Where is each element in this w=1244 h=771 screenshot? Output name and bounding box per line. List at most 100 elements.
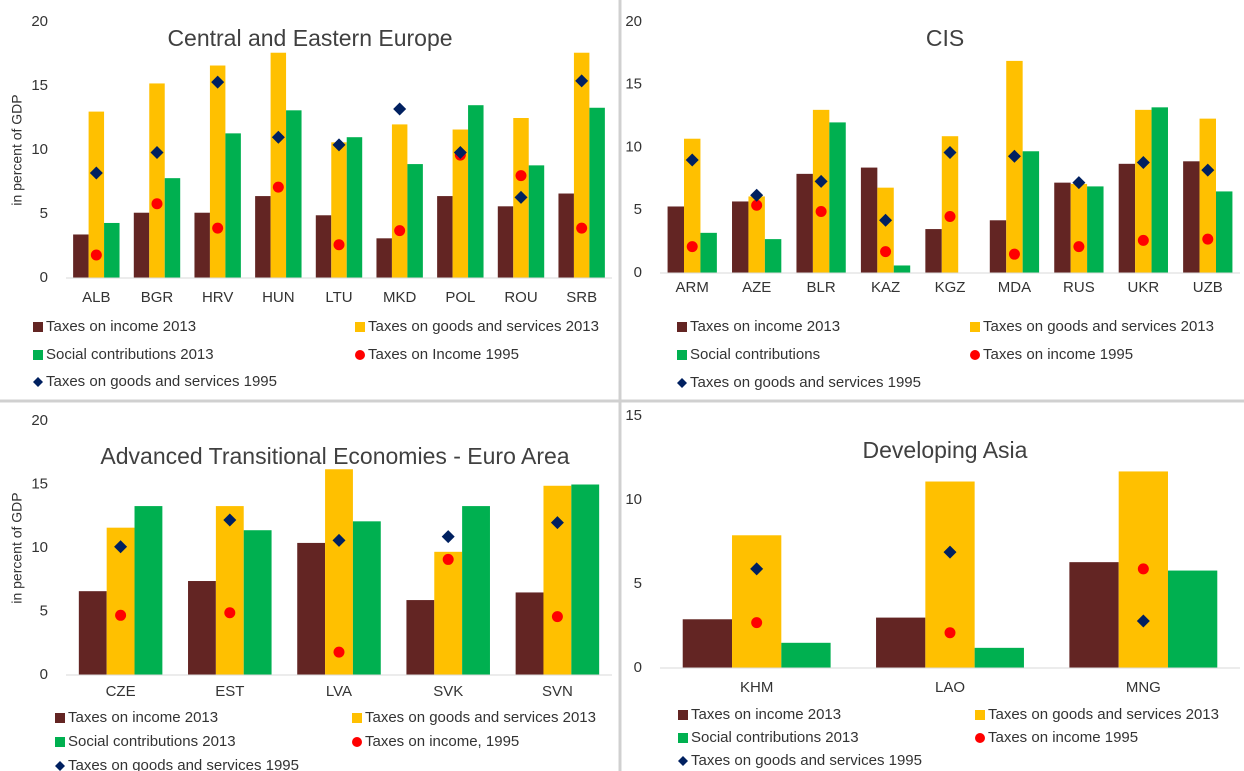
bar	[860, 167, 878, 273]
x-tick-label: AZE	[742, 279, 771, 296]
bar	[732, 535, 782, 668]
dot-marker	[90, 249, 102, 261]
bar	[1151, 107, 1168, 273]
x-tick-label: MDA	[998, 279, 1031, 296]
diamond-marker	[685, 153, 699, 167]
bar	[188, 581, 216, 675]
bar	[286, 110, 302, 278]
x-tick-label: ROU	[504, 289, 537, 306]
bar	[452, 129, 469, 278]
y-tick-label: 10	[625, 491, 642, 508]
x-tick-label: CZE	[106, 683, 136, 700]
legend-label: Taxes on income 2013	[46, 318, 196, 335]
legend-swatch	[970, 350, 980, 360]
dot-marker	[751, 617, 763, 629]
diamond-marker	[332, 533, 346, 547]
x-tick-label: HUN	[262, 289, 295, 306]
bar	[437, 196, 453, 278]
bar	[1070, 183, 1088, 273]
diamond-marker	[114, 540, 128, 554]
diamond-marker	[150, 146, 164, 160]
legend-swatch	[975, 710, 985, 720]
legend-label: Taxes on income, 1995	[365, 733, 519, 750]
chart-title: Developing Asia	[863, 437, 1028, 463]
dot-marker	[880, 246, 892, 258]
legend-swatch	[970, 322, 980, 332]
legend-label: Taxes on goods and services 2013	[368, 318, 599, 335]
x-tick-label: KGZ	[935, 279, 966, 296]
bar	[812, 109, 830, 273]
diamond-marker	[1072, 176, 1086, 190]
legend-label: Taxes on goods and services 2013	[983, 318, 1214, 335]
legend-label: Taxes on goods and services 2013	[988, 706, 1219, 723]
legend-swatch	[352, 737, 362, 747]
bar	[573, 52, 590, 278]
y-tick-label: 20	[31, 412, 48, 429]
x-tick-label: RUS	[1063, 279, 1095, 296]
bar	[974, 647, 1024, 668]
legend-label: Social contributions 2013	[68, 733, 236, 750]
bar	[684, 138, 701, 273]
bar	[331, 142, 347, 278]
legend-label: Taxes on Income 1995	[368, 346, 519, 363]
y-tick-label: 5	[40, 602, 48, 619]
diamond-marker	[1007, 149, 1021, 163]
x-tick-label: LAO	[935, 679, 965, 696]
dot-marker	[212, 222, 224, 234]
bar	[700, 232, 717, 273]
chart-title: Central and Eastern Europe	[167, 25, 452, 51]
legend-label: Social contributions 2013	[691, 729, 859, 746]
diamond-marker	[514, 190, 528, 204]
y-tick-label: 10	[31, 141, 48, 158]
diamond-marker	[271, 130, 285, 144]
bar	[589, 107, 605, 278]
legend-swatch	[55, 737, 65, 747]
x-tick-label: BLR	[807, 279, 836, 296]
legend-swatch	[55, 761, 65, 771]
legend-swatch	[678, 710, 688, 720]
bar	[215, 506, 244, 675]
legend-label: Taxes on goods and services 2013	[365, 709, 596, 726]
bar	[515, 592, 544, 675]
y-tick-label: 5	[634, 575, 642, 592]
dot-marker	[815, 206, 827, 218]
diamond-marker	[211, 75, 225, 89]
y-tick-label: 20	[31, 13, 48, 30]
bar	[1135, 109, 1152, 273]
legend-swatch	[355, 322, 365, 332]
bar	[829, 122, 846, 274]
bar	[194, 212, 210, 278]
dot-marker	[1073, 241, 1085, 253]
bar	[876, 617, 926, 668]
bar	[133, 212, 150, 278]
dot-marker	[1008, 248, 1020, 260]
dot-marker	[576, 222, 588, 234]
bar	[346, 137, 363, 278]
bar	[1054, 182, 1071, 273]
bar	[88, 111, 105, 278]
legend-label: Taxes on goods and services 1995	[691, 752, 922, 769]
x-tick-label: KHM	[740, 679, 773, 696]
bar	[925, 229, 942, 273]
bar	[682, 619, 733, 668]
legend-label: Taxes on income 1995	[988, 729, 1138, 746]
legend-swatch	[355, 350, 365, 360]
bar	[376, 238, 392, 278]
y-tick-label: 15	[31, 475, 48, 492]
legend-label: Taxes on income 2013	[690, 318, 840, 335]
legend-swatch	[33, 350, 43, 360]
bar	[558, 193, 574, 278]
legend-swatch	[33, 377, 43, 387]
bar	[497, 206, 514, 278]
bar	[407, 164, 423, 278]
dot-marker	[272, 181, 284, 193]
legend-swatch	[678, 733, 688, 743]
dot-marker	[551, 611, 563, 623]
legend-label: Taxes on income 1995	[983, 346, 1133, 363]
bar	[941, 136, 959, 273]
bar	[134, 506, 163, 675]
diamond-marker	[89, 166, 103, 180]
y-tick-label: 15	[31, 77, 48, 94]
diamond-marker	[879, 213, 893, 227]
